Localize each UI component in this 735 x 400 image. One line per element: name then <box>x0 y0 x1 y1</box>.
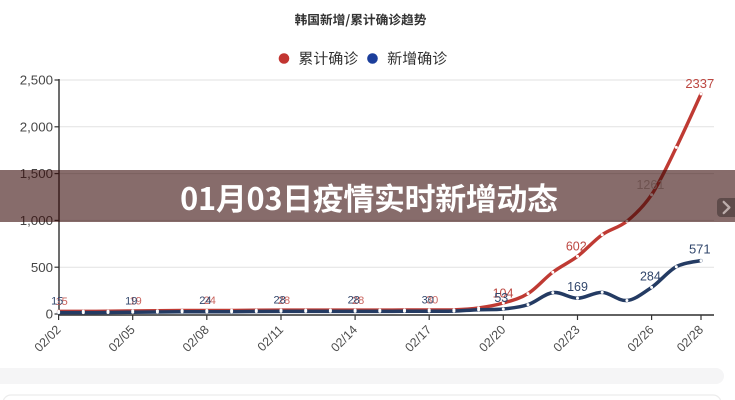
svg-text:602: 602 <box>566 240 587 254</box>
svg-text:0: 0 <box>46 307 53 322</box>
svg-text:28: 28 <box>273 295 285 307</box>
svg-text:15: 15 <box>51 296 63 308</box>
svg-text:28: 28 <box>352 295 364 307</box>
svg-text:28: 28 <box>348 295 360 307</box>
svg-text:1261: 1261 <box>636 178 664 192</box>
svg-text:500: 500 <box>31 260 53 275</box>
svg-text:571: 571 <box>689 241 711 256</box>
svg-text:19: 19 <box>125 295 137 307</box>
svg-text:28: 28 <box>278 295 290 307</box>
svg-text:15: 15 <box>55 296 67 308</box>
svg-text:2,000: 2,000 <box>20 119 53 134</box>
svg-text:2,500: 2,500 <box>20 73 53 88</box>
svg-text:24: 24 <box>204 295 216 307</box>
svg-text:19: 19 <box>130 296 142 308</box>
svg-text:2337: 2337 <box>685 76 714 91</box>
svg-text:24: 24 <box>199 295 211 307</box>
svg-text:104: 104 <box>493 286 514 300</box>
svg-text:53: 53 <box>494 291 508 305</box>
svg-text:284: 284 <box>640 269 661 283</box>
svg-text:30: 30 <box>426 295 438 307</box>
svg-text:30: 30 <box>422 294 434 306</box>
svg-text:169: 169 <box>567 280 588 294</box>
